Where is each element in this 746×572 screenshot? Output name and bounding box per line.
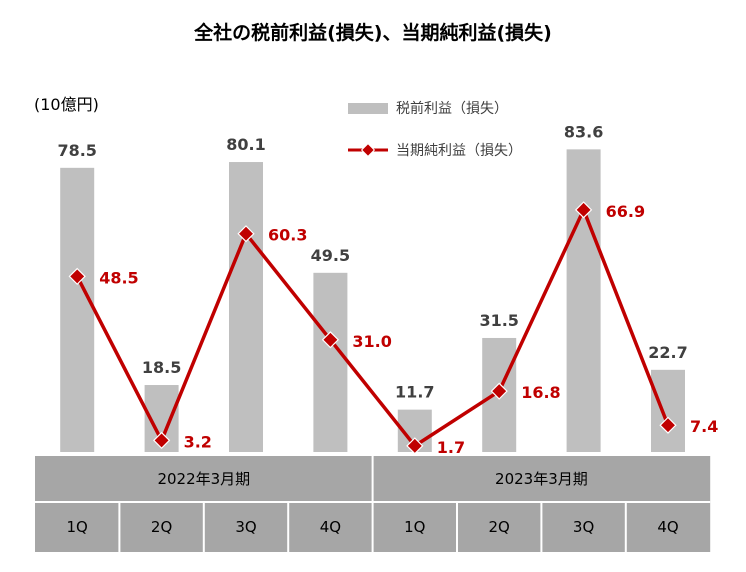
year-header-cell (372, 456, 711, 502)
bar-data-label: 83.6 (564, 122, 603, 141)
quarter-label: 4Q (657, 518, 678, 536)
legend-line-label: 当期純利益（損失） (396, 143, 522, 159)
line-point (406, 437, 424, 455)
bar-data-label: 11.7 (395, 383, 434, 402)
line-data-label: 7.4 (690, 417, 718, 436)
line-labels-group: 48.5 3.2 60.3 31.0 1.7 16.8 66.9 7.4 (99, 202, 718, 457)
quarter-cell (35, 502, 120, 552)
category-axis-table: 2022年3月期 2023年3月期 1Q 2Q 3Q 4Q 1Q 2Q 3Q 4Q (35, 454, 711, 552)
line-data-label: 66.9 (606, 202, 645, 221)
quarter-label: 3Q (573, 518, 594, 536)
quarter-label: 2Q (151, 518, 172, 536)
bar-data-label: 31.5 (479, 311, 518, 330)
bar-labels-group: 78.5 18.5 80.1 49.5 11.7 31.5 83.6 22.7 (57, 122, 687, 401)
line-point (490, 382, 508, 400)
legend-bar-swatch (348, 103, 388, 114)
year-label: 2023年3月期 (495, 470, 588, 488)
quarter-label: 4Q (320, 518, 341, 536)
line-data-label: 31.0 (352, 332, 391, 351)
line-point (659, 416, 677, 434)
line-data-label: 48.5 (99, 268, 138, 287)
line-point (68, 267, 86, 286)
chart-title: 全社の税前利益(損失)、当期純利益(損失) (194, 22, 552, 44)
quarter-cell (541, 502, 626, 552)
line-point (152, 431, 171, 450)
bars-group (60, 149, 685, 453)
bar-data-label: 78.5 (57, 141, 96, 160)
quarter-cell (288, 502, 373, 552)
bar (229, 162, 263, 452)
line-data-label: 1.7 (437, 438, 465, 457)
line-point (321, 331, 340, 349)
quarter-cell (625, 502, 711, 552)
quarter-cell (119, 502, 204, 552)
quarter-label: 3Q (235, 518, 256, 536)
line-data-label: 16.8 (521, 383, 560, 402)
unit-label: (10億円) (34, 95, 99, 114)
year-label: 2022年3月期 (157, 470, 250, 488)
bar (313, 272, 348, 452)
year-header-cell (35, 456, 373, 502)
quarter-cell (457, 502, 542, 552)
line-point (574, 201, 593, 219)
legend-bar-label: 税前利益（損失） (396, 100, 508, 117)
bar-data-label: 49.5 (311, 246, 350, 265)
legend: 税前利益（損失） 当期純利益（損失） (348, 100, 522, 159)
quarter-label: 1Q (67, 518, 88, 536)
line-data-label: 3.2 (184, 432, 212, 451)
quarter-cell (203, 502, 289, 552)
bar-data-label: 80.1 (226, 135, 265, 154)
line-series-group (68, 201, 677, 455)
bar-data-label: 18.5 (142, 358, 181, 377)
quarter-label: 1Q (404, 518, 425, 536)
legend-line-marker (360, 142, 376, 158)
quarter-cell (372, 502, 457, 552)
bar-data-label: 22.7 (648, 343, 687, 362)
quarter-label: 2Q (489, 518, 510, 536)
line-point (237, 225, 255, 243)
line-data-label: 60.3 (268, 226, 307, 245)
line-path (75, 208, 670, 448)
bar (651, 369, 685, 452)
bar (60, 167, 95, 452)
bar (566, 149, 601, 453)
